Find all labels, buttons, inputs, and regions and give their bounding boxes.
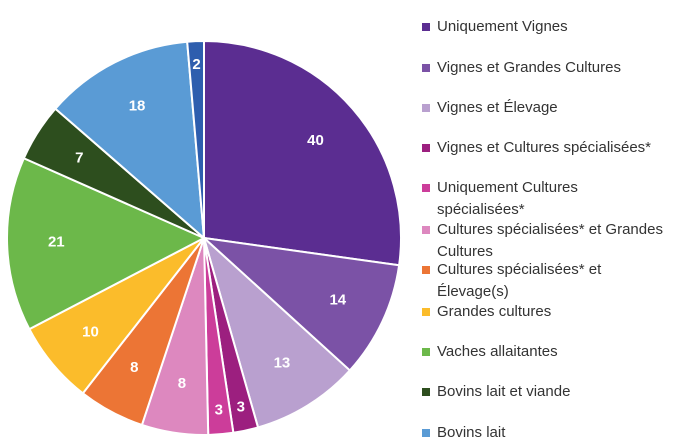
legend-swatch — [422, 266, 430, 274]
data-label: 21 — [48, 234, 65, 251]
legend-label: Vignes et Grandes Cultures — [437, 59, 621, 76]
legend-entry: Bovins lait — [422, 422, 692, 441]
data-label: 18 — [129, 97, 146, 114]
legend-entry: Uniquement Vignes — [422, 16, 692, 38]
legend-swatch — [422, 64, 430, 72]
data-label: 14 — [329, 292, 346, 309]
legend-label: Bovins lait et viande — [437, 383, 571, 400]
legend-entry: Bovins lait et viande — [422, 381, 692, 403]
legend-label: Uniquement Vignes — [437, 18, 568, 35]
slice — [186, 39, 205, 239]
legend-entry: Vignes et Élevage — [422, 97, 692, 119]
legend-label: Bovins lait — [437, 424, 506, 441]
legend-entry: Uniquement Cultures spécialisées* — [422, 177, 602, 221]
legend-swatch — [422, 429, 430, 437]
legend-label: Vignes et Cultures spécialisées* — [437, 139, 652, 156]
legend-swatch — [422, 348, 430, 356]
data-label: 13 — [274, 354, 291, 371]
slice — [203, 39, 402, 267]
slice — [200, 236, 401, 372]
data-label: 7 — [75, 150, 83, 167]
legend-label: Uniquement Cultures spécialisées* — [437, 179, 578, 218]
legend-swatch — [422, 144, 430, 152]
pie: 40 14 13 33 8 8 10 21 7 18 2 — [6, 39, 402, 436]
legend-entry: Vignes et Grandes Cultures — [422, 57, 692, 79]
data-label: 10 — [82, 324, 99, 341]
slice — [53, 40, 206, 241]
legend-label: Cultures spécialisées* et Grandes Cultur… — [437, 221, 663, 260]
data-label: 3 — [237, 398, 245, 415]
legend-swatch — [422, 308, 430, 316]
legend-entry: Cultures spécialisées* et Élevage(s) — [422, 259, 622, 303]
slice — [202, 234, 352, 429]
legend-label: Vaches allaitantes — [437, 343, 558, 360]
legend-swatch — [422, 388, 430, 396]
data-label: 2 — [192, 56, 200, 73]
legend-label: Cultures spécialisées* et Élevage(s) — [437, 261, 602, 300]
legend-entry: Cultures spécialisées* et Grandes Cultur… — [422, 219, 692, 263]
data-label: 40 — [307, 132, 324, 149]
legend-entry: Vaches allaitantes — [422, 341, 692, 363]
legend-label: Vignes et Élevage — [437, 99, 558, 116]
slice — [6, 156, 207, 331]
legend-entry: Grandes cultures — [422, 301, 692, 323]
legend-swatch — [422, 23, 430, 31]
legend-swatch — [422, 184, 430, 192]
legend-swatch — [422, 226, 430, 234]
legend-swatch — [422, 104, 430, 112]
data-label: 8 — [178, 375, 186, 392]
legend-entry: Vignes et Cultures spécialisées* — [422, 137, 692, 159]
data-label: 8 — [130, 359, 138, 376]
data-label: 3 — [215, 402, 223, 419]
legend-label: Grandes cultures — [437, 303, 552, 320]
